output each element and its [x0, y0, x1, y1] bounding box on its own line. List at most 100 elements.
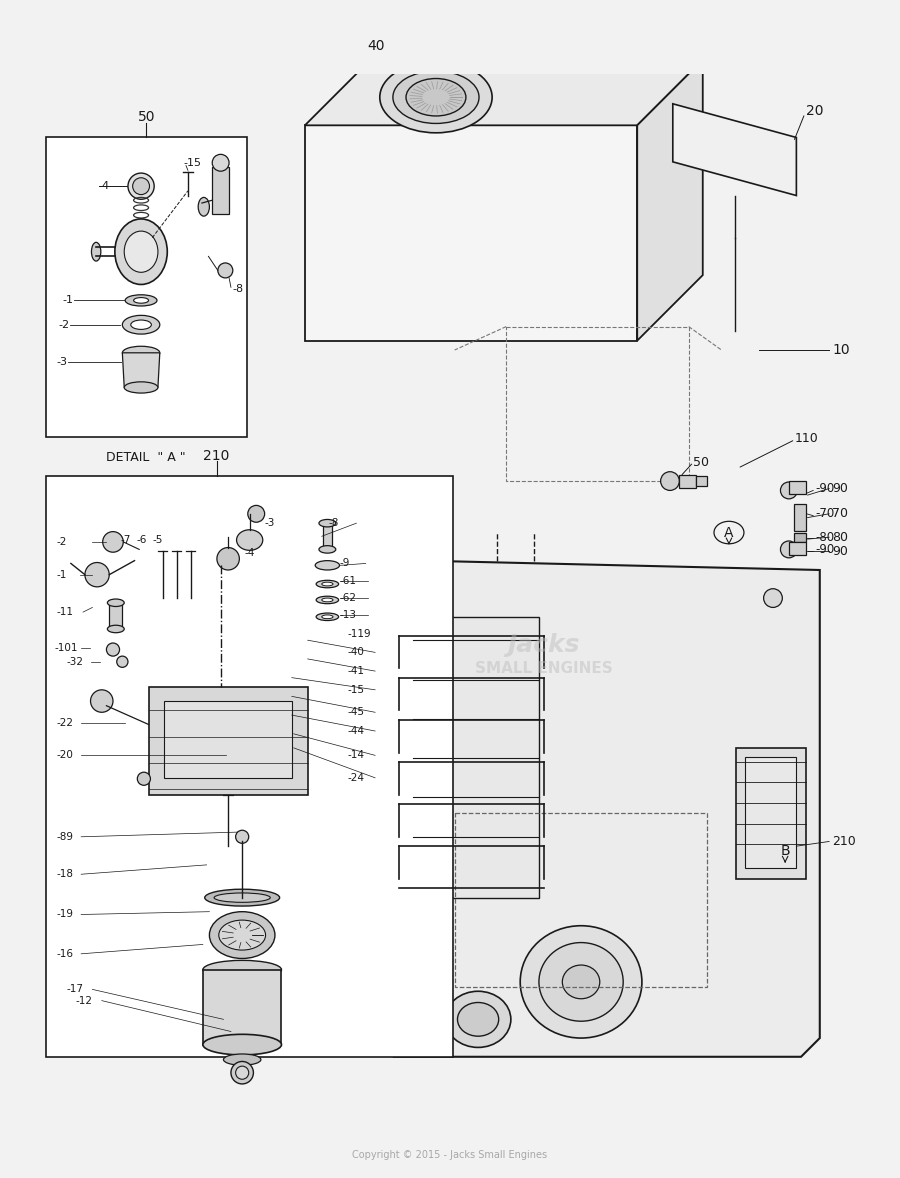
Text: -17: -17: [67, 985, 83, 994]
Text: -90: -90: [815, 482, 834, 495]
Text: -15: -15: [184, 158, 202, 167]
Ellipse shape: [237, 530, 263, 550]
Ellipse shape: [321, 582, 333, 585]
Bar: [745, 757, 796, 868]
Text: -24: -24: [347, 773, 364, 783]
Bar: [412, 617, 539, 898]
Circle shape: [412, 589, 431, 608]
Ellipse shape: [124, 382, 158, 393]
Text: 50: 50: [693, 456, 709, 469]
Bar: [789, 481, 806, 494]
Text: -41: -41: [347, 666, 364, 676]
Text: Jacks: Jacks: [508, 633, 580, 657]
Circle shape: [410, 0, 463, 29]
Text: 20: 20: [806, 105, 824, 118]
Text: -5: -5: [152, 535, 163, 545]
Circle shape: [236, 830, 248, 843]
Text: -101: -101: [55, 643, 78, 653]
Text: -62: -62: [339, 593, 356, 603]
Polygon shape: [394, 561, 820, 1057]
Ellipse shape: [122, 346, 160, 359]
Bar: [795, 532, 806, 542]
Text: 70: 70: [832, 508, 848, 521]
Text: -3: -3: [265, 518, 275, 528]
Ellipse shape: [219, 920, 266, 951]
Bar: [795, 504, 806, 530]
Text: 90: 90: [832, 544, 848, 557]
Ellipse shape: [406, 79, 466, 115]
Circle shape: [91, 690, 113, 713]
Text: -90: -90: [815, 543, 834, 556]
Polygon shape: [305, 60, 703, 125]
Text: -45: -45: [347, 707, 364, 717]
Circle shape: [661, 471, 680, 490]
Text: -22: -22: [57, 717, 74, 728]
Ellipse shape: [115, 219, 167, 284]
Text: B: B: [780, 843, 790, 858]
Text: 90: 90: [832, 482, 848, 495]
Ellipse shape: [393, 71, 479, 124]
Text: 30: 30: [367, 0, 384, 1]
Ellipse shape: [520, 926, 642, 1038]
Circle shape: [138, 773, 150, 786]
Bar: [46, 476, 453, 1057]
Text: -1: -1: [57, 570, 68, 580]
Circle shape: [217, 548, 239, 570]
Text: -9: -9: [339, 558, 350, 569]
Ellipse shape: [128, 173, 154, 199]
Circle shape: [763, 589, 782, 608]
Bar: [416, 25, 456, 61]
Text: -119: -119: [347, 629, 371, 638]
Circle shape: [85, 563, 109, 587]
Bar: [454, 813, 707, 986]
Polygon shape: [673, 104, 796, 196]
Polygon shape: [637, 60, 703, 340]
Text: 40: 40: [367, 39, 384, 53]
Text: -61: -61: [339, 576, 356, 587]
Bar: [148, 687, 308, 795]
Text: 210: 210: [203, 449, 230, 463]
Circle shape: [780, 482, 797, 498]
Text: -6: -6: [137, 535, 147, 545]
Text: -20: -20: [57, 750, 74, 760]
Text: -19: -19: [57, 909, 74, 920]
Text: 110: 110: [795, 432, 818, 445]
Text: -8: -8: [328, 518, 338, 528]
Ellipse shape: [132, 178, 149, 194]
Ellipse shape: [316, 596, 338, 603]
Text: -14: -14: [347, 750, 364, 760]
Bar: [680, 475, 697, 488]
Text: -11: -11: [57, 607, 74, 617]
Ellipse shape: [321, 598, 333, 602]
Ellipse shape: [380, 61, 492, 133]
Circle shape: [106, 643, 120, 656]
Bar: [735, 748, 806, 879]
Circle shape: [212, 154, 230, 171]
Text: 210: 210: [832, 835, 856, 848]
Bar: [165, 701, 292, 777]
Ellipse shape: [214, 893, 270, 902]
Ellipse shape: [210, 912, 274, 959]
Ellipse shape: [124, 231, 158, 272]
Ellipse shape: [321, 615, 333, 618]
Text: -2: -2: [58, 319, 70, 330]
Bar: [323, 523, 332, 549]
Text: 80: 80: [832, 531, 848, 544]
Text: -32: -32: [67, 656, 83, 667]
Ellipse shape: [202, 960, 282, 979]
Ellipse shape: [202, 1034, 282, 1055]
Ellipse shape: [107, 626, 124, 633]
Text: -2: -2: [57, 537, 68, 547]
Circle shape: [412, 1010, 431, 1028]
Circle shape: [780, 541, 797, 558]
Ellipse shape: [319, 519, 336, 527]
Ellipse shape: [457, 1002, 499, 1037]
Ellipse shape: [130, 320, 151, 330]
Circle shape: [218, 263, 233, 278]
Ellipse shape: [446, 991, 511, 1047]
Text: -13: -13: [339, 610, 356, 620]
Text: A: A: [724, 525, 733, 540]
Text: -40: -40: [347, 648, 364, 657]
Ellipse shape: [316, 613, 338, 621]
Text: -3: -3: [57, 357, 68, 368]
